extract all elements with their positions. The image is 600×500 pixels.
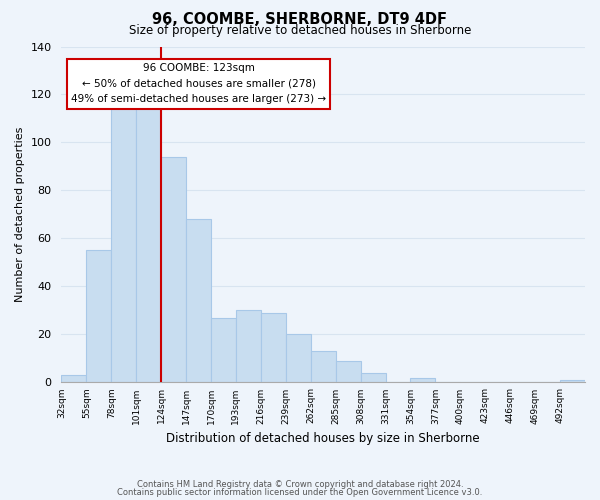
Text: 96, COOMBE, SHERBORNE, DT9 4DF: 96, COOMBE, SHERBORNE, DT9 4DF	[152, 12, 448, 28]
Bar	[211, 318, 236, 382]
Text: Contains public sector information licensed under the Open Government Licence v3: Contains public sector information licen…	[118, 488, 482, 497]
X-axis label: Distribution of detached houses by size in Sherborne: Distribution of detached houses by size …	[166, 432, 480, 445]
Bar	[410, 378, 436, 382]
Bar	[335, 361, 361, 382]
Bar	[361, 373, 386, 382]
Bar	[161, 157, 186, 382]
Bar	[236, 310, 261, 382]
Bar	[61, 375, 86, 382]
Y-axis label: Number of detached properties: Number of detached properties	[15, 127, 25, 302]
Text: Contains HM Land Registry data © Crown copyright and database right 2024.: Contains HM Land Registry data © Crown c…	[137, 480, 463, 489]
Bar	[261, 313, 286, 382]
Bar	[136, 104, 161, 382]
Text: 96 COOMBE: 123sqm
← 50% of detached houses are smaller (278)
49% of semi-detache: 96 COOMBE: 123sqm ← 50% of detached hous…	[71, 64, 326, 104]
Bar	[111, 106, 136, 382]
Bar	[311, 351, 335, 382]
Bar	[186, 220, 211, 382]
Bar	[286, 334, 311, 382]
Bar	[560, 380, 585, 382]
Text: Size of property relative to detached houses in Sherborne: Size of property relative to detached ho…	[129, 24, 471, 37]
Bar	[86, 250, 111, 382]
